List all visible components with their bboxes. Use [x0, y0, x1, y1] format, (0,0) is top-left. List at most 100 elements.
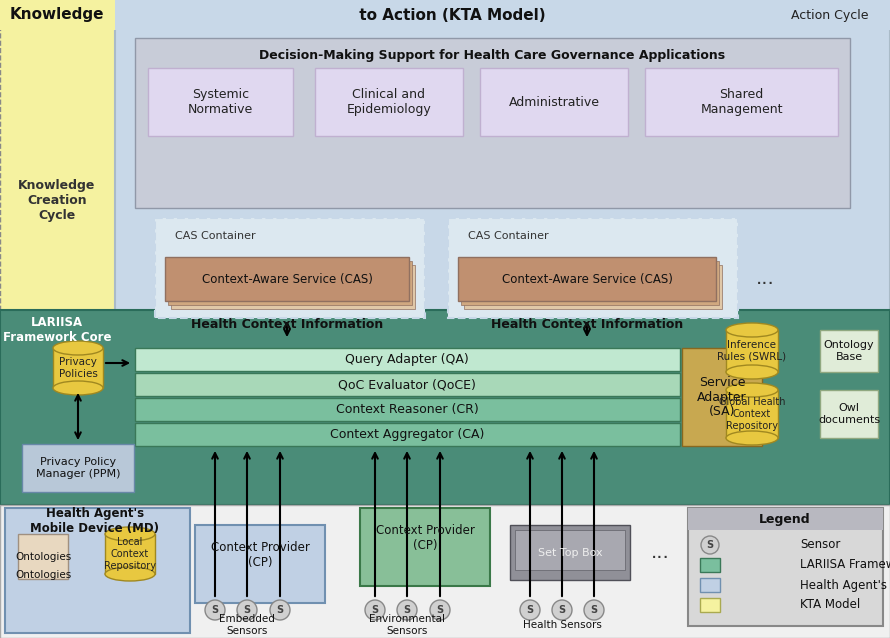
Text: Context Aggregator (CA): Context Aggregator (CA) — [330, 428, 484, 441]
Bar — [458, 257, 716, 301]
Ellipse shape — [105, 567, 155, 581]
Bar — [464, 265, 722, 309]
Text: Context Provider
(CP): Context Provider (CP) — [376, 524, 474, 552]
Text: Context Reasoner (CR): Context Reasoner (CR) — [336, 403, 479, 416]
Text: S: S — [371, 605, 378, 615]
Text: Health Agent's
Mobile Device (MD): Health Agent's Mobile Device (MD) — [30, 507, 159, 535]
Text: S: S — [527, 605, 534, 615]
Text: Clinical and
Epidemiology: Clinical and Epidemiology — [346, 88, 432, 116]
Circle shape — [584, 600, 604, 620]
Bar — [0, 0, 115, 30]
Bar — [53, 348, 103, 388]
Text: Ontologies: Ontologies — [15, 552, 71, 562]
Bar — [682, 348, 762, 446]
Text: S: S — [590, 605, 597, 615]
Circle shape — [430, 600, 450, 620]
Bar — [105, 534, 155, 574]
Bar — [165, 257, 409, 301]
Text: Health Context Information: Health Context Information — [491, 318, 684, 332]
Ellipse shape — [726, 383, 778, 397]
Bar — [700, 578, 720, 592]
Text: Global Health
Context
Repository: Global Health Context Repository — [719, 397, 785, 431]
Text: Inference
Rules (SWRL): Inference Rules (SWRL) — [717, 340, 787, 362]
Circle shape — [205, 600, 225, 620]
Text: Knowledge
Creation
Cycle: Knowledge Creation Cycle — [19, 179, 96, 221]
Bar — [171, 265, 415, 309]
Bar — [148, 68, 293, 136]
Text: Privacy
Policies: Privacy Policies — [59, 357, 97, 379]
Text: Administrative: Administrative — [508, 96, 600, 108]
Text: Context Provider
(CP): Context Provider (CP) — [211, 541, 310, 569]
Bar — [22, 444, 134, 492]
Bar — [645, 68, 838, 136]
Text: Knowledge: Knowledge — [10, 8, 104, 22]
Bar — [461, 261, 719, 305]
Text: Context-Aware Service (CAS): Context-Aware Service (CAS) — [201, 272, 372, 285]
Text: Health Context Information: Health Context Information — [190, 318, 383, 332]
Text: LARIISA
Framework Core: LARIISA Framework Core — [3, 316, 111, 344]
Bar — [700, 558, 720, 572]
Bar — [168, 261, 412, 305]
Text: KTA Model: KTA Model — [800, 598, 861, 611]
Bar — [0, 310, 890, 505]
Bar — [195, 525, 325, 603]
Bar — [115, 0, 890, 470]
Text: ...: ... — [651, 544, 669, 563]
Text: CAS Container: CAS Container — [468, 231, 548, 241]
Ellipse shape — [105, 527, 155, 541]
Text: Legend: Legend — [759, 512, 811, 526]
Ellipse shape — [726, 431, 778, 445]
Bar — [135, 398, 680, 421]
Circle shape — [365, 600, 385, 620]
Text: to Action (KTA Model): to Action (KTA Model) — [354, 8, 546, 22]
Text: CAS Container: CAS Container — [175, 231, 255, 241]
Text: Environmental
Sensors: Environmental Sensors — [369, 614, 445, 636]
Text: Ontologies: Ontologies — [15, 570, 71, 580]
Bar — [135, 348, 680, 371]
Circle shape — [397, 600, 417, 620]
Circle shape — [270, 600, 290, 620]
Bar — [315, 68, 463, 136]
Bar — [135, 423, 680, 446]
Bar — [0, 505, 890, 638]
Text: Health Sensors: Health Sensors — [522, 620, 602, 630]
Text: Local
Context
Repository: Local Context Repository — [104, 537, 156, 570]
Text: Systemic
Normative: Systemic Normative — [188, 88, 253, 116]
Bar — [155, 218, 425, 318]
Text: QoC Evaluator (QoCE): QoC Evaluator (QoCE) — [338, 378, 476, 391]
Bar — [115, 0, 890, 30]
Bar — [688, 508, 883, 626]
Text: Query Adapter (QA): Query Adapter (QA) — [345, 353, 469, 366]
Circle shape — [520, 600, 540, 620]
Bar — [135, 373, 680, 396]
Text: S: S — [244, 605, 251, 615]
Circle shape — [701, 536, 719, 554]
Text: S: S — [707, 540, 714, 550]
Text: S: S — [212, 605, 219, 615]
Text: Embedded
Sensors: Embedded Sensors — [219, 614, 275, 636]
Ellipse shape — [726, 323, 778, 337]
Bar — [820, 390, 878, 438]
Bar — [5, 508, 190, 633]
Text: Service
Adapter
(SA): Service Adapter (SA) — [697, 376, 747, 419]
Bar — [688, 508, 883, 530]
Text: Ontology
Base: Ontology Base — [823, 340, 874, 362]
Bar — [515, 530, 625, 570]
Text: LARIISA Framework: LARIISA Framework — [800, 558, 890, 572]
Text: Owl
documents: Owl documents — [818, 403, 880, 425]
Circle shape — [552, 600, 572, 620]
Text: Health Agent's MD: Health Agent's MD — [800, 579, 890, 591]
Bar — [360, 508, 490, 586]
Ellipse shape — [53, 381, 103, 395]
Bar — [726, 390, 778, 438]
Bar — [480, 68, 628, 136]
Ellipse shape — [53, 341, 103, 355]
Text: Decision-Making Support for Health Care Governance Applications: Decision-Making Support for Health Care … — [259, 48, 725, 61]
Circle shape — [237, 600, 257, 620]
Text: Sensor: Sensor — [800, 538, 840, 551]
Text: Context-Aware Service (CAS): Context-Aware Service (CAS) — [502, 272, 673, 285]
Text: Shared
Management: Shared Management — [700, 88, 782, 116]
Text: S: S — [558, 605, 565, 615]
Bar — [510, 525, 630, 580]
Text: Privacy Policy
Manager (PPM): Privacy Policy Manager (PPM) — [36, 457, 120, 478]
